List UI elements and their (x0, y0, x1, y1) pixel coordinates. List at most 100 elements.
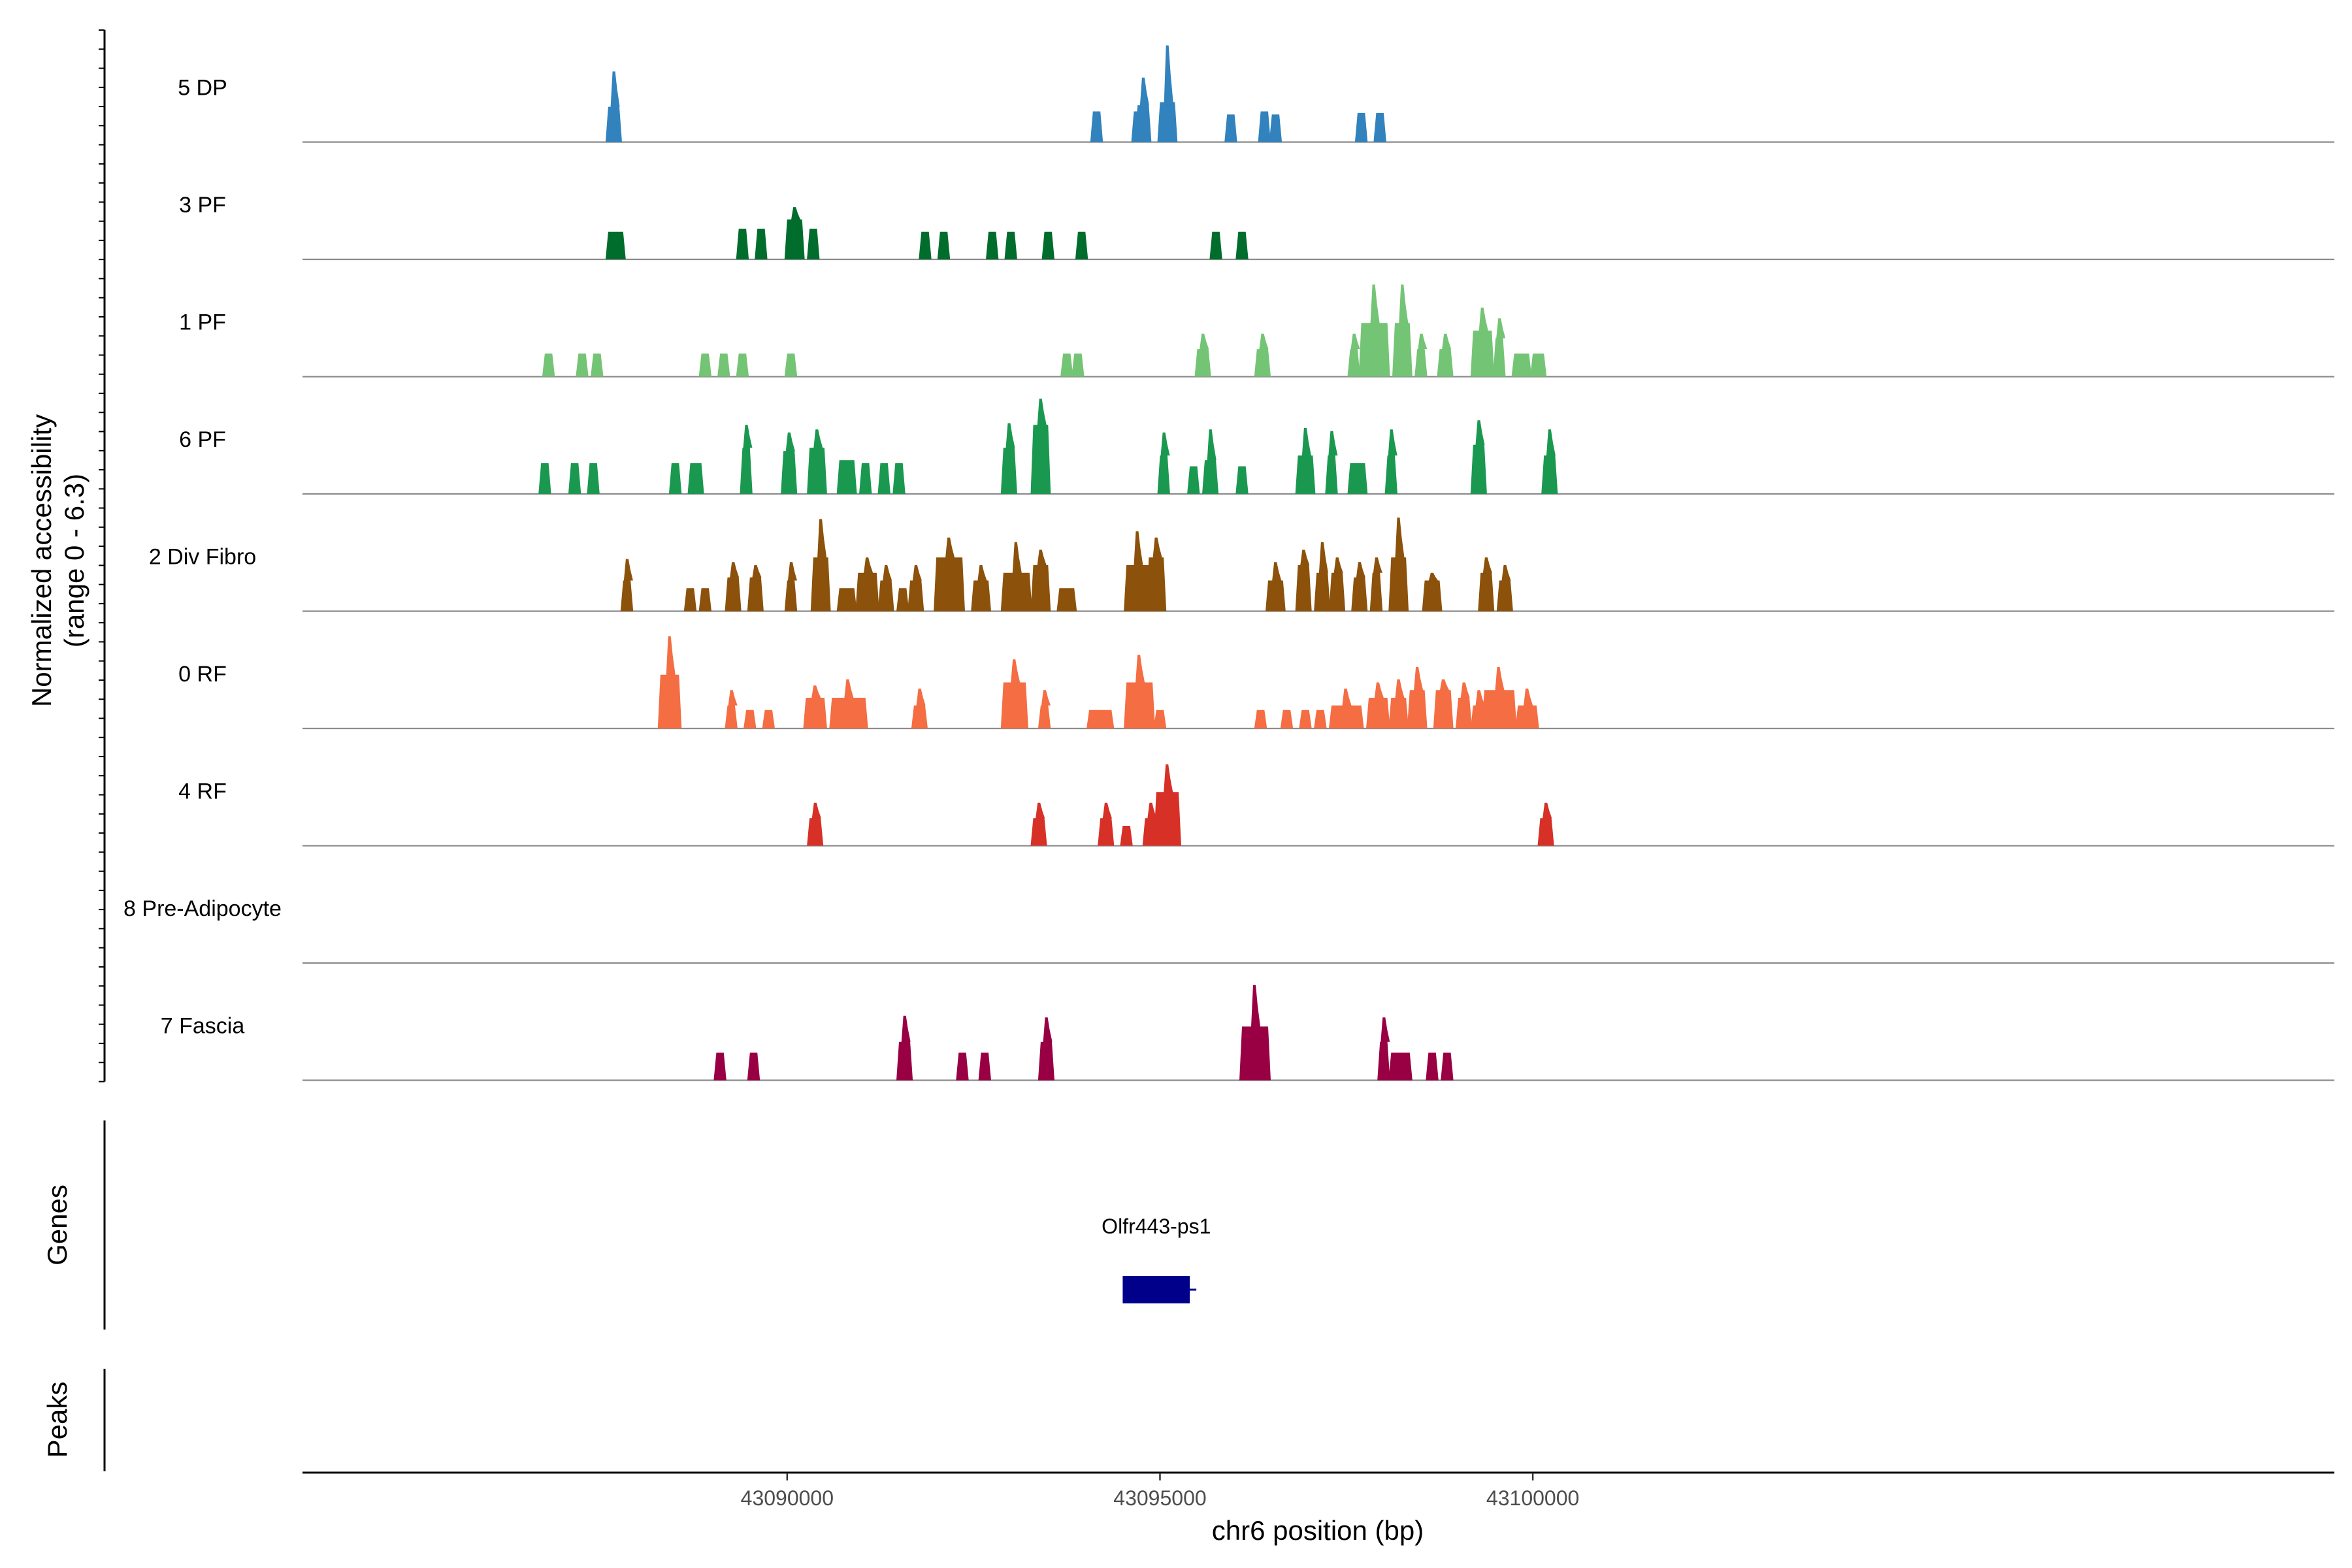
coverage-peak (1056, 588, 1077, 612)
track-label: 1 PF (179, 310, 226, 335)
coverage-peak (1209, 231, 1222, 259)
coverage-peak (836, 460, 857, 494)
coverage-peak (1456, 682, 1473, 728)
coverage-peak (1347, 333, 1360, 377)
coverage-peak (1124, 531, 1152, 612)
track-label: 8 Pre-Adipocyte (123, 896, 282, 921)
coverage-peak (784, 562, 798, 612)
x-axis: 43090000 43095000 43100000 (741, 1473, 1579, 1510)
coverage-peak (784, 353, 798, 377)
y-axis-title: Normalized accessibility (26, 414, 57, 707)
coverage-peak (803, 685, 827, 728)
coverage-peak (1414, 333, 1428, 377)
coverage-peak (877, 463, 890, 494)
coverage-peak (1329, 557, 1346, 612)
coverage-peak (587, 463, 600, 494)
track-label: 2 Div Fibro (149, 545, 256, 570)
coverage-peak (1120, 826, 1133, 846)
peaks-panel-label: Peaks (42, 1382, 73, 1458)
coverage-peak (892, 463, 906, 494)
coverage-peak (1157, 433, 1170, 494)
coverage-peak (1224, 114, 1237, 142)
coverage-peak (1347, 463, 1368, 494)
coverage-peak (877, 565, 894, 612)
x-axis-tick-label: 43100000 (1486, 1486, 1579, 1510)
coverage-peak (1071, 353, 1085, 377)
y-axis-range-label: (range 0 - 6.3) (59, 474, 90, 647)
coverage-peak (1037, 1017, 1054, 1081)
coverage-peak (859, 463, 872, 494)
coverage-peak (698, 588, 711, 612)
coverage-track: 4 RF (178, 764, 2334, 847)
coverage-peak (747, 1053, 760, 1081)
coverage-peak (829, 679, 868, 728)
coverage-peak (1030, 399, 1051, 494)
coverage-peak (736, 229, 749, 259)
coverage-peak (1098, 802, 1115, 846)
coverage-peak (807, 429, 827, 494)
coverage-track: 0 RF (178, 636, 2334, 730)
coverage-peak (1041, 231, 1054, 259)
coverage-peak (576, 353, 589, 377)
coverage-peak (1187, 466, 1200, 494)
coverage-peak (1000, 659, 1028, 728)
coverage-track: 8 Pre-Adipocyte (123, 896, 2334, 964)
coverage-peak (956, 1053, 969, 1081)
coverage-peak (1407, 667, 1428, 728)
coverage-peak (1433, 679, 1454, 728)
x-axis-tick-label: 43090000 (741, 1486, 834, 1510)
coverage-peak (1493, 318, 1506, 377)
coverage-peak (896, 588, 909, 612)
coverage-peak (1090, 111, 1103, 142)
coverage-peak (986, 231, 999, 259)
coverage-peak (568, 463, 581, 494)
coverage-peak (1377, 1017, 1390, 1081)
coverage-peak (1541, 429, 1558, 494)
coverage-peak (1329, 688, 1364, 728)
coverage-peak (1060, 353, 1073, 377)
coverage-peak (620, 559, 634, 612)
coverage-peak (740, 425, 753, 494)
coverage-peak (1295, 428, 1316, 494)
gene-body (1122, 1276, 1190, 1303)
coverage-peak (934, 537, 965, 612)
coverage-peak (725, 690, 738, 728)
coverage-peak (736, 353, 749, 377)
coverage-peak (1511, 353, 1532, 377)
coverage-peak (807, 802, 824, 846)
coverage-peak (807, 229, 820, 259)
track-label: 6 PF (179, 427, 226, 452)
coverage-peak (1354, 112, 1368, 142)
coverage-peak (1254, 333, 1271, 377)
coverage-peak (687, 463, 704, 494)
coverage-peak (762, 710, 775, 728)
coverage-peak (1258, 111, 1271, 142)
coverage-peak (784, 207, 805, 259)
coverage-peak (1388, 517, 1409, 612)
track-label: 4 RF (178, 779, 227, 804)
coverage-peak (1481, 667, 1517, 728)
coverage-peak (781, 433, 798, 494)
coverage-peak (1202, 429, 1219, 494)
coverage-peak (1153, 764, 1181, 846)
gene-label: Olfr443-ps1 (1102, 1215, 1211, 1238)
coverage-peak (1388, 679, 1409, 728)
coverage-peak (1135, 77, 1152, 142)
coverage-peak (911, 688, 928, 728)
track-label: 0 RF (178, 662, 227, 687)
coverage-peak (1194, 333, 1211, 377)
coverage-peak (605, 71, 622, 142)
coverage-track: 1 PF (179, 284, 2334, 378)
track-label: 5 DP (178, 76, 227, 101)
coverage-peak (683, 588, 697, 612)
coverage-peak (1496, 565, 1513, 612)
coverage-peak (855, 557, 879, 612)
coverage-peak (698, 353, 711, 377)
coverage-peak (937, 231, 951, 259)
coverage-peak (1235, 466, 1249, 494)
coverage-peak (1437, 333, 1454, 377)
coverage-peak (810, 519, 831, 612)
coverage-peak (1086, 710, 1115, 728)
coverage-peak (657, 636, 682, 728)
